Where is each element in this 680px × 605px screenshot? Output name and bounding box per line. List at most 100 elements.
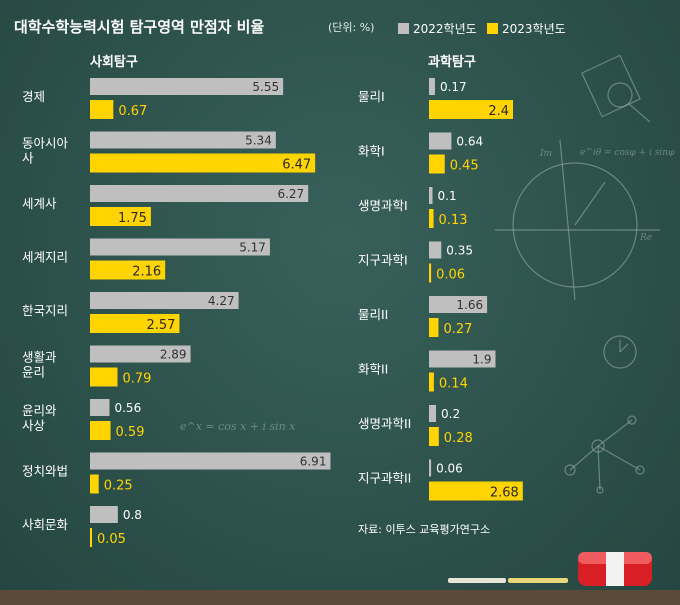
category-label-science: 물리I (358, 89, 385, 104)
svg-text:e^iθ = cosφ + i sinφ: e^iθ = cosφ + i sinφ (580, 148, 675, 158)
value-label-2023-social: 0.79 (122, 372, 151, 387)
bar-2023-social (90, 153, 316, 173)
category-label-social: 정치와법 (22, 464, 68, 479)
value-label-2023-social: 0.67 (118, 104, 147, 119)
svg-text:Re: Re (639, 233, 652, 243)
formula-doodle: e^x = cos x + i sin x (180, 420, 296, 433)
value-label-2022-science: 0.2 (441, 407, 460, 421)
value-label-2023-science: 2.4 (488, 104, 509, 119)
bar-2022-science (429, 78, 435, 95)
bar-2022-social (90, 452, 331, 470)
value-label-2022-science: 0.64 (456, 135, 483, 149)
chalk-tray-decoration (0, 590, 680, 605)
bar-2023-social (90, 100, 114, 119)
category-label-social: 윤리와 사상 (22, 403, 57, 433)
category-label-social: 한국지리 (22, 303, 68, 318)
value-label-2023-science: 0.28 (444, 431, 473, 446)
bar-2022-social (90, 78, 284, 95)
value-label-2022-social: 4.27 (208, 294, 235, 308)
value-label-2023-social: 0.05 (97, 532, 126, 547)
bar-2023-social (90, 314, 180, 333)
clock-doodle-icon (603, 335, 637, 369)
category-label-social: 경제 (22, 89, 45, 104)
magnifier-doodle-icon (581, 54, 651, 123)
value-label-2022-social: 5.17 (239, 241, 266, 255)
value-label-2023-science: 0.45 (450, 159, 479, 174)
bar-2023-science (429, 209, 434, 228)
value-label-2022-social: 2.89 (160, 348, 187, 362)
legend-swatch-2023 (487, 23, 498, 34)
category-label-science: 화학I (358, 144, 385, 159)
bar-2022-social (90, 345, 191, 363)
category-label-social: 사회문화 (22, 517, 69, 532)
value-label-2022-social: 5.55 (252, 80, 279, 94)
value-label-2022-science: 1.9 (472, 353, 491, 367)
decorative-doodles: e^iθ = cosφ + i sinφ Im Re e^x = co (180, 54, 675, 494)
value-label-2023-science: 0.27 (443, 322, 472, 337)
bar-2023-science (429, 372, 434, 392)
value-label-2022-science: 1.66 (456, 298, 483, 312)
bar-2022-science (429, 296, 488, 313)
bar-2023-social (90, 367, 118, 387)
value-label-2023-social: 1.75 (118, 211, 147, 226)
category-label-science: 물리II (358, 307, 388, 322)
value-label-2022-science: 0.1 (438, 189, 457, 203)
category-label-science: 지구과학II (358, 471, 411, 486)
bar-2023-science (429, 154, 445, 174)
category-label-science: 생명과학I (358, 198, 408, 213)
value-label-2022-science: 0.35 (446, 244, 473, 258)
bar-2023-science (429, 100, 513, 119)
legend: 2022학년도 2023학년도 (398, 22, 566, 36)
value-label-2023-social: 6.47 (282, 158, 311, 173)
value-label-2022-social: 0.8 (123, 508, 142, 522)
value-label-2022-science: 0.17 (440, 80, 467, 94)
category-label-social: 세계사 (22, 196, 57, 211)
value-label-2023-social: 0.59 (116, 425, 145, 440)
bar-2022-social (90, 185, 309, 202)
bar-2023-science (429, 263, 432, 283)
bar-2022-science (429, 241, 442, 259)
value-label-2023-social: 2.16 (132, 265, 161, 280)
molecule-doodle-icon (564, 415, 645, 494)
chalk-yellow-decoration (508, 578, 568, 583)
value-label-2023-science: 2.68 (490, 486, 519, 501)
bar-2022-science (429, 187, 433, 204)
bar-2022-social (90, 506, 118, 523)
source-note: 자료: 이투스 교육평가연구소 (358, 523, 490, 536)
chalk-white-decoration (448, 578, 506, 583)
section-title-social: 사회탐구 (90, 54, 138, 70)
eraser-decoration (578, 552, 652, 586)
value-label-2022-social: 5.34 (245, 134, 272, 148)
bar-2023-science (429, 481, 523, 501)
category-label-social: 생활과 윤리 (22, 350, 57, 380)
bar-2022-social (90, 292, 239, 309)
value-label-2022-social: 6.91 (300, 455, 327, 469)
bar-2022-science (429, 350, 496, 368)
value-label-2023-science: 0.06 (436, 268, 465, 283)
value-label-2023-social: 0.25 (104, 479, 133, 494)
chart-title: 대학수학능력시험 탐구영역 만점자 비율 (14, 18, 264, 36)
legend-label-2023: 2023학년도 (502, 22, 566, 36)
bar-2022-social (90, 399, 110, 416)
bar-2022-social (90, 238, 270, 256)
bar-2022-science (429, 459, 432, 477)
value-label-2022-social: 6.27 (277, 187, 304, 201)
bar-2022-science (429, 405, 436, 422)
bars-layer: 경제 5.55 0.67 동아시아 사 5.34 6.47 세계사 6.27 1.75 세계지리 5.… (22, 78, 523, 547)
legend-label-2022: 2022학년도 (413, 22, 477, 36)
bar-2023-science (429, 318, 439, 337)
bar-2023-social (90, 528, 92, 547)
bar-2022-social (90, 131, 276, 149)
legend-swatch-2022 (398, 23, 409, 34)
category-label-social: 동아시아 사 (22, 136, 69, 166)
value-label-2022-science: 0.06 (436, 462, 463, 476)
bar-2023-social (90, 474, 99, 494)
category-label-science: 화학II (358, 362, 388, 377)
unit-label: (단위: %) (328, 21, 374, 34)
value-label-2023-science: 0.14 (439, 377, 468, 392)
bar-2023-science (429, 427, 439, 446)
value-label-2022-social: 0.56 (114, 401, 141, 415)
bar-2022-science (429, 132, 452, 150)
